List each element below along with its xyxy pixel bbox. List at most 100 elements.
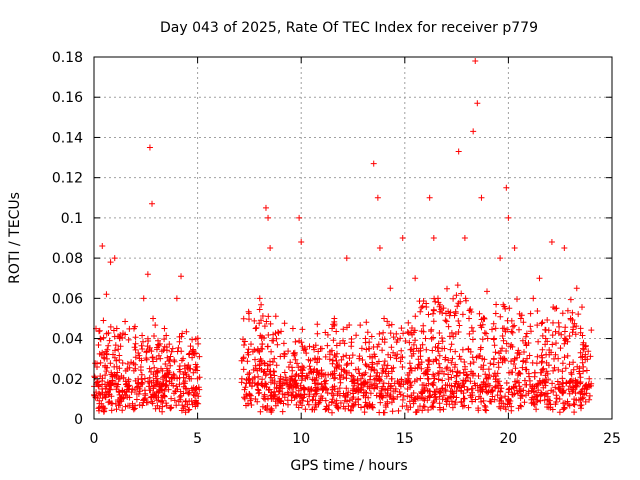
scatter-point [484,335,491,342]
scatter-point [267,245,274,252]
scatter-point [356,355,363,362]
x-tick-label: 20 [499,431,517,447]
scatter-point [470,128,477,135]
scatter-point [331,315,338,322]
scatter-point [430,235,437,241]
scatter-point [434,295,441,302]
scatter-point [240,355,247,362]
scatter-point [180,355,187,362]
scatter-point [573,285,580,292]
scatter-point [472,58,479,65]
scatter-point [122,331,129,338]
scatter-point [530,295,537,302]
scatter-point [144,271,151,278]
scatter-point [478,194,485,201]
scatter-point [283,379,290,386]
x-tick-label: 10 [292,431,310,447]
scatter-point [101,355,108,362]
y-tick-label: 0.1 [61,211,83,227]
scatter-point [362,335,369,342]
scatter-point [190,391,197,398]
scatter-point [555,355,562,362]
scatter-point [136,355,143,362]
scatter-point [439,345,446,352]
scatter-point [511,245,518,252]
grid-lines [94,57,612,419]
scatter-point [103,291,110,298]
scatter-point [252,325,259,332]
scatter-point [140,295,147,302]
scatter-point [412,275,419,282]
scatter-point [490,355,497,362]
scatter-point [111,255,118,262]
scatter-point [277,375,284,382]
y-tick-label: 0.02 [52,372,83,388]
scatter-point [271,355,278,362]
scatter-point [567,315,574,322]
scatter-point [376,245,383,252]
scatter-point [548,239,555,246]
scatter-point [443,365,450,372]
x-tick-label: 15 [396,431,414,447]
scatter-point [542,335,549,342]
scatter-point [387,285,394,292]
scatter-point [461,235,468,241]
scatter-point [381,315,388,322]
scatter-point [178,273,185,280]
y-tick-label: 0.14 [52,130,83,146]
scatter-point [370,160,377,167]
scatter-point [422,335,429,342]
y-axis: 0 0.02 0.04 0.06 0.08 0.1 0.12 0.14 0.16 0.18 [52,50,612,428]
scatter-cloud [91,282,595,416]
scatter-point [113,325,120,332]
scatter-point [94,379,101,386]
scatter-point [186,365,193,372]
scatter-point [449,355,456,362]
scatter-point [99,243,106,250]
scatter-point [474,100,481,107]
scatter-point [374,194,381,201]
y-tick-label: 0.18 [52,50,83,66]
scatter-point [343,255,350,262]
scatter-point [536,275,543,282]
scatter-point [173,295,180,302]
scatter-point [418,365,425,372]
scatter-point [586,375,593,382]
scatter-point [503,184,510,191]
scatter-point [116,375,123,382]
scatter-point [169,345,176,352]
scatter-point [426,194,433,201]
scatter-point [505,214,512,221]
scatter-point [466,315,473,322]
y-tick-label: 0.06 [52,291,83,307]
scatter-point [262,204,269,211]
scatter-point [246,375,253,382]
x-tick-label: 5 [193,431,202,447]
scatter-point [157,355,164,362]
scatter-point [289,325,296,332]
x-axis-label: GPS time / hours [290,458,407,474]
scatter-point [405,375,412,382]
scatter-point [153,379,160,386]
scatter-point [256,295,263,302]
scatter-point [524,355,531,362]
scatter-point [497,255,504,262]
y-axis-label: ROTI / TECUs [7,192,23,284]
scatter-point [314,355,321,362]
scatter-point [455,148,462,155]
scatter-point [265,214,272,221]
scatter-point [126,385,133,392]
x-tick-label: 0 [90,431,99,447]
scatter-point [296,214,303,221]
scatter-point [165,371,172,378]
scatter-point [308,385,315,392]
scatter-point [194,375,201,382]
scatter-point [302,375,309,382]
scatter-point [579,345,586,352]
x-tick-label: 25 [603,431,621,447]
scatter-point [325,371,332,378]
scatter-point [337,379,344,386]
scatter-point [146,144,153,151]
scatter-point [561,245,568,252]
